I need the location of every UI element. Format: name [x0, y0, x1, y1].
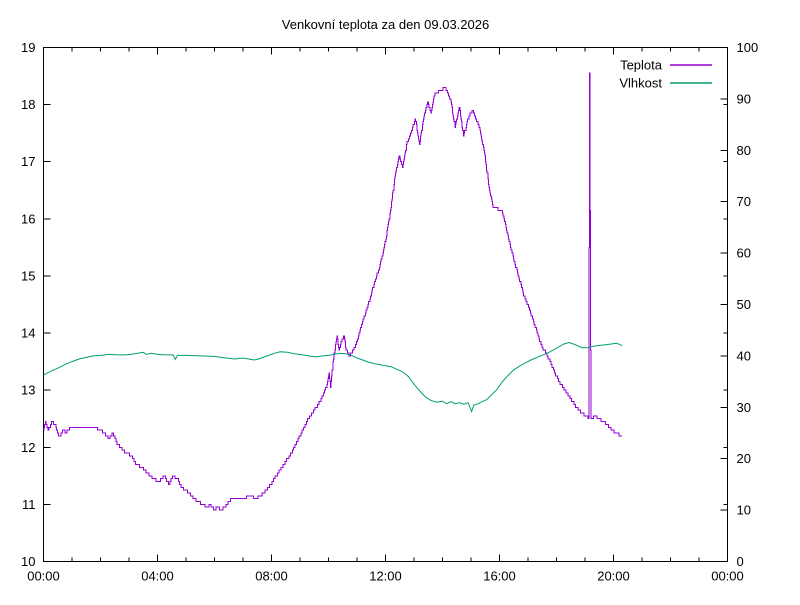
y-right-tick-label: 0 — [737, 554, 744, 569]
series-teplota — [43, 72, 623, 511]
legend-label-teplota: Teplota — [620, 58, 663, 73]
x-tick-label: 20:00 — [597, 569, 630, 584]
y-left-tick-label: 17 — [21, 154, 35, 169]
y-left-tick-label: 13 — [21, 383, 35, 398]
series-vlhkost — [43, 341, 623, 413]
y-right-tick-label: 80 — [737, 143, 751, 158]
plot-border — [43, 47, 728, 562]
y-right-tick-label: 100 — [737, 40, 759, 55]
y-right-tick-label: 60 — [737, 246, 751, 261]
y-left-tick-label: 12 — [21, 440, 35, 455]
x-tick-label: 04:00 — [141, 569, 174, 584]
y-left-tick-label: 14 — [21, 326, 35, 341]
x-tick-label: 00:00 — [27, 569, 60, 584]
y-left-tick-label: 18 — [21, 97, 35, 112]
legend-label-vlhkost: Vlhkost — [619, 76, 662, 91]
legend: Teplota Vlhkost — [619, 58, 712, 91]
x-tick-label: 12:00 — [369, 569, 402, 584]
y-right-tick-label: 20 — [737, 451, 751, 466]
y-right-tick-label: 90 — [737, 91, 751, 106]
y-right-tick-label: 10 — [737, 503, 751, 518]
y-right-tick-label: 40 — [737, 348, 751, 363]
x-tick-label: 16:00 — [483, 569, 516, 584]
chart-title: Venkovní teplota za den 09.03.2026 — [282, 17, 489, 32]
y-right-tick-label: 70 — [737, 194, 751, 209]
y-right-tick-label: 30 — [737, 400, 751, 415]
y-left-tick-label: 11 — [22, 497, 36, 512]
series-layer — [43, 72, 623, 511]
y-right-tick-label: 50 — [737, 297, 751, 312]
tick-marks — [43, 47, 728, 562]
y-left-tick-label: 16 — [21, 211, 35, 226]
x-tick-label: 08:00 — [255, 569, 288, 584]
x-tick-label: 00:00 — [711, 569, 744, 584]
axes: 00:00 04:00 08:00 12:00 16:00 20:00 00:0010111… — [21, 40, 758, 584]
y-left-tick-label: 10 — [21, 554, 35, 569]
y-left-tick-label: 19 — [21, 40, 35, 55]
y-left-tick-label: 15 — [21, 268, 35, 283]
